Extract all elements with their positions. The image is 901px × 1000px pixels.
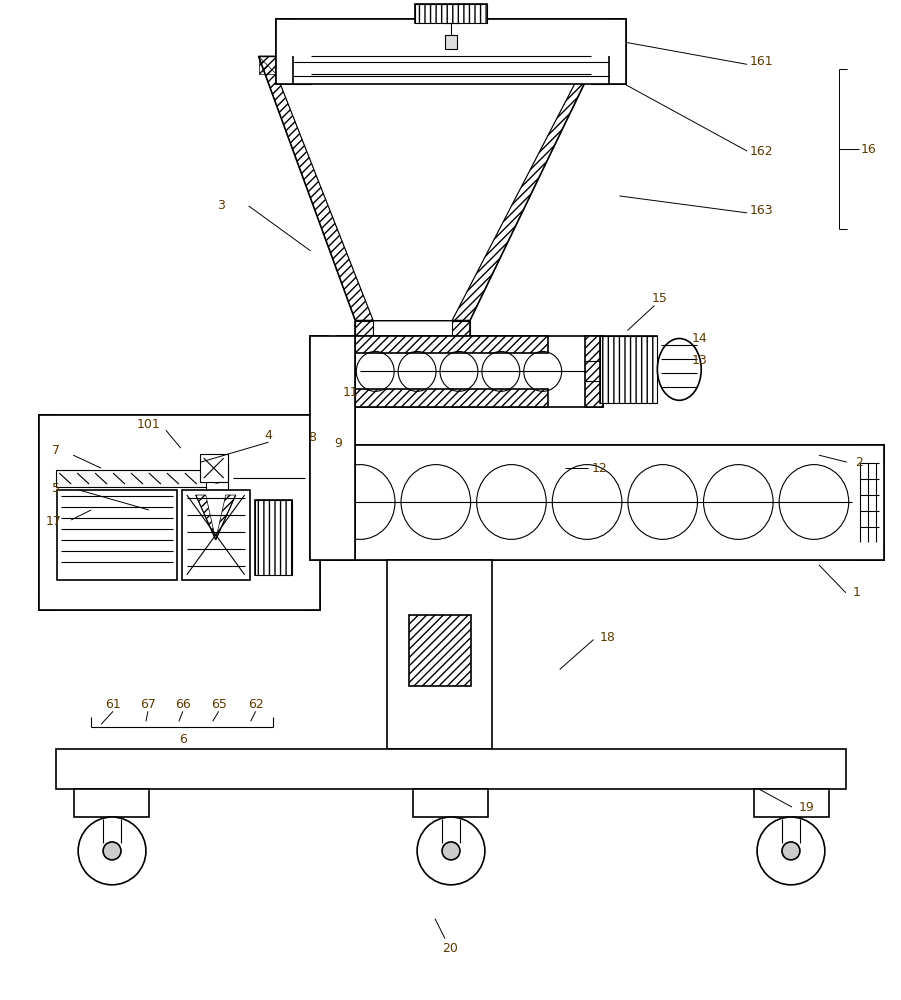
Text: 4: 4: [265, 429, 272, 442]
Text: 6: 6: [179, 733, 187, 746]
Text: 65: 65: [211, 698, 227, 711]
Bar: [599, 336, 658, 403]
Text: 16: 16: [860, 143, 877, 156]
Bar: [276, 19, 626, 37]
Text: 1: 1: [853, 586, 860, 599]
Bar: [311, 336, 328, 560]
Text: 161: 161: [750, 55, 773, 68]
Text: 12: 12: [592, 462, 607, 475]
Bar: [599, 336, 658, 403]
Circle shape: [212, 473, 222, 483]
Text: 162: 162: [750, 145, 773, 158]
Bar: [590, 56, 608, 84]
Bar: [56, 749, 846, 789]
Text: 7: 7: [52, 444, 60, 457]
Text: 18: 18: [599, 631, 615, 644]
Text: 101: 101: [137, 418, 160, 431]
Bar: [255, 500, 293, 575]
Bar: [608, 19, 626, 84]
Bar: [585, 336, 603, 407]
Bar: [311, 336, 355, 560]
Bar: [40, 595, 321, 610]
Bar: [255, 500, 293, 575]
Bar: [311, 542, 884, 560]
Circle shape: [78, 817, 146, 885]
Bar: [276, 19, 626, 84]
Text: 5: 5: [52, 482, 60, 495]
Bar: [40, 415, 54, 610]
Text: 3: 3: [217, 199, 224, 212]
Bar: [74, 789, 149, 817]
Bar: [415, 4, 487, 23]
Bar: [856, 445, 884, 560]
Bar: [355, 336, 548, 353]
Bar: [387, 560, 492, 749]
Bar: [182, 490, 250, 580]
Bar: [205, 462, 228, 495]
Circle shape: [757, 817, 824, 885]
Bar: [56, 470, 211, 487]
Bar: [305, 415, 321, 610]
Bar: [355, 321, 373, 336]
Circle shape: [442, 842, 460, 860]
Text: 14: 14: [691, 332, 707, 345]
Text: 9: 9: [334, 437, 342, 450]
Text: 2: 2: [855, 456, 862, 469]
Circle shape: [103, 842, 121, 860]
Text: 20: 20: [442, 942, 458, 955]
Text: 67: 67: [140, 698, 156, 711]
Bar: [294, 56, 312, 84]
Bar: [311, 445, 884, 560]
Bar: [58, 490, 177, 580]
Text: 11: 11: [342, 386, 359, 399]
Bar: [40, 415, 321, 610]
Bar: [311, 445, 884, 463]
Text: 62: 62: [248, 698, 263, 711]
Bar: [415, 4, 487, 23]
Circle shape: [417, 817, 485, 885]
Bar: [355, 336, 603, 407]
Text: 66: 66: [175, 698, 191, 711]
Bar: [276, 19, 294, 84]
Bar: [355, 389, 548, 407]
Polygon shape: [259, 56, 597, 321]
Bar: [445, 35, 457, 49]
Text: 15: 15: [651, 292, 668, 305]
Text: 17: 17: [45, 515, 61, 528]
Bar: [409, 615, 471, 686]
Circle shape: [782, 842, 800, 860]
Bar: [200, 454, 228, 482]
Text: 61: 61: [105, 698, 121, 711]
Ellipse shape: [658, 338, 701, 400]
Text: 163: 163: [750, 204, 773, 217]
Text: 13: 13: [691, 354, 707, 367]
Bar: [452, 321, 470, 336]
Bar: [40, 415, 321, 430]
Bar: [414, 789, 487, 817]
Text: 8: 8: [308, 431, 316, 444]
Polygon shape: [277, 74, 579, 321]
Bar: [337, 336, 355, 560]
Text: 19: 19: [799, 801, 815, 814]
Bar: [754, 789, 829, 817]
